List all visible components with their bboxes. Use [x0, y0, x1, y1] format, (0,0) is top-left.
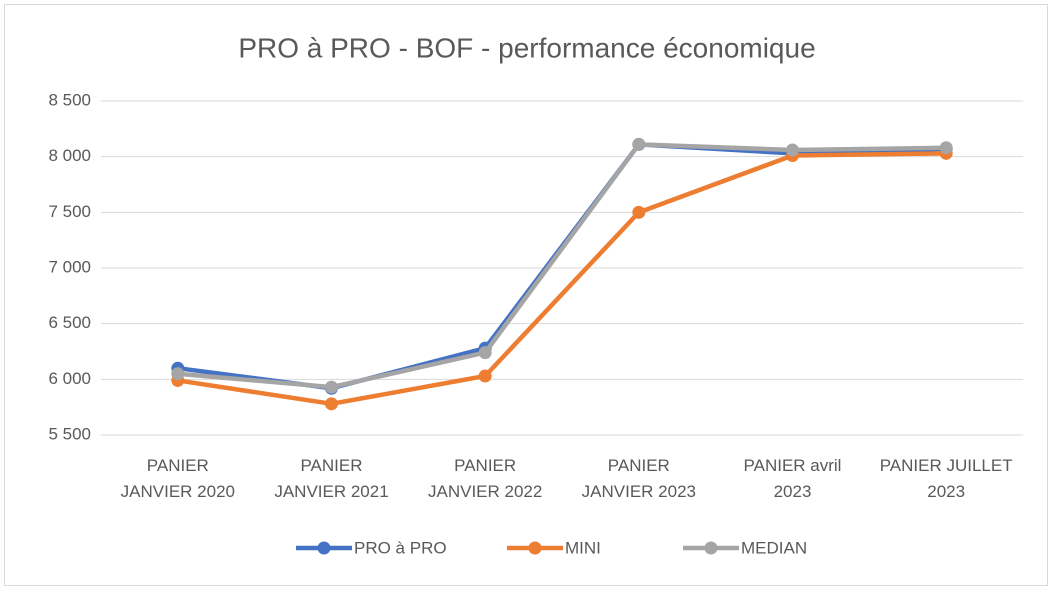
legend-marker: [704, 541, 718, 555]
data-point: [478, 346, 492, 360]
data-point: [171, 367, 185, 381]
series-line: [177, 151, 947, 407]
y-tick-label: 8 000: [48, 146, 91, 165]
data-point: [632, 137, 646, 151]
legend-label: MINI: [565, 538, 601, 557]
y-tick-label: 6 500: [48, 313, 91, 332]
data-point: [786, 143, 799, 157]
data-point: [325, 397, 338, 411]
data-point: [939, 141, 953, 155]
y-tick-label: 6 000: [48, 369, 91, 388]
x-tick-label: PANIER avril 2023: [744, 456, 842, 501]
x-tick-label: PANIER JANVIER 2023: [582, 456, 696, 501]
legend-label: MEDIAN: [741, 538, 807, 557]
legend-marker: [528, 541, 542, 555]
legend-marker: [317, 541, 331, 555]
data-point: [632, 205, 646, 219]
chart-title: PRO à PRO - BOF - performance économique: [238, 32, 815, 63]
y-tick-label: 8 500: [48, 90, 91, 109]
y-tick-label: 7 000: [48, 257, 91, 276]
x-tick-label: PANIER JANVIER 2020: [121, 456, 235, 501]
x-tick-label: PANIER JANVIER 2022: [428, 456, 542, 501]
x-tick-label: PANIER JANVIER 2021: [274, 456, 388, 501]
y-tick-label: 7 500: [48, 202, 91, 221]
series-line: [177, 142, 947, 390]
legend-label: PRO à PRO: [354, 538, 447, 557]
y-tick-label: 5 500: [48, 424, 91, 443]
x-tick-label: PANIER JUILLET 2023: [880, 456, 1013, 501]
data-point: [478, 369, 492, 383]
data-point: [325, 380, 338, 394]
